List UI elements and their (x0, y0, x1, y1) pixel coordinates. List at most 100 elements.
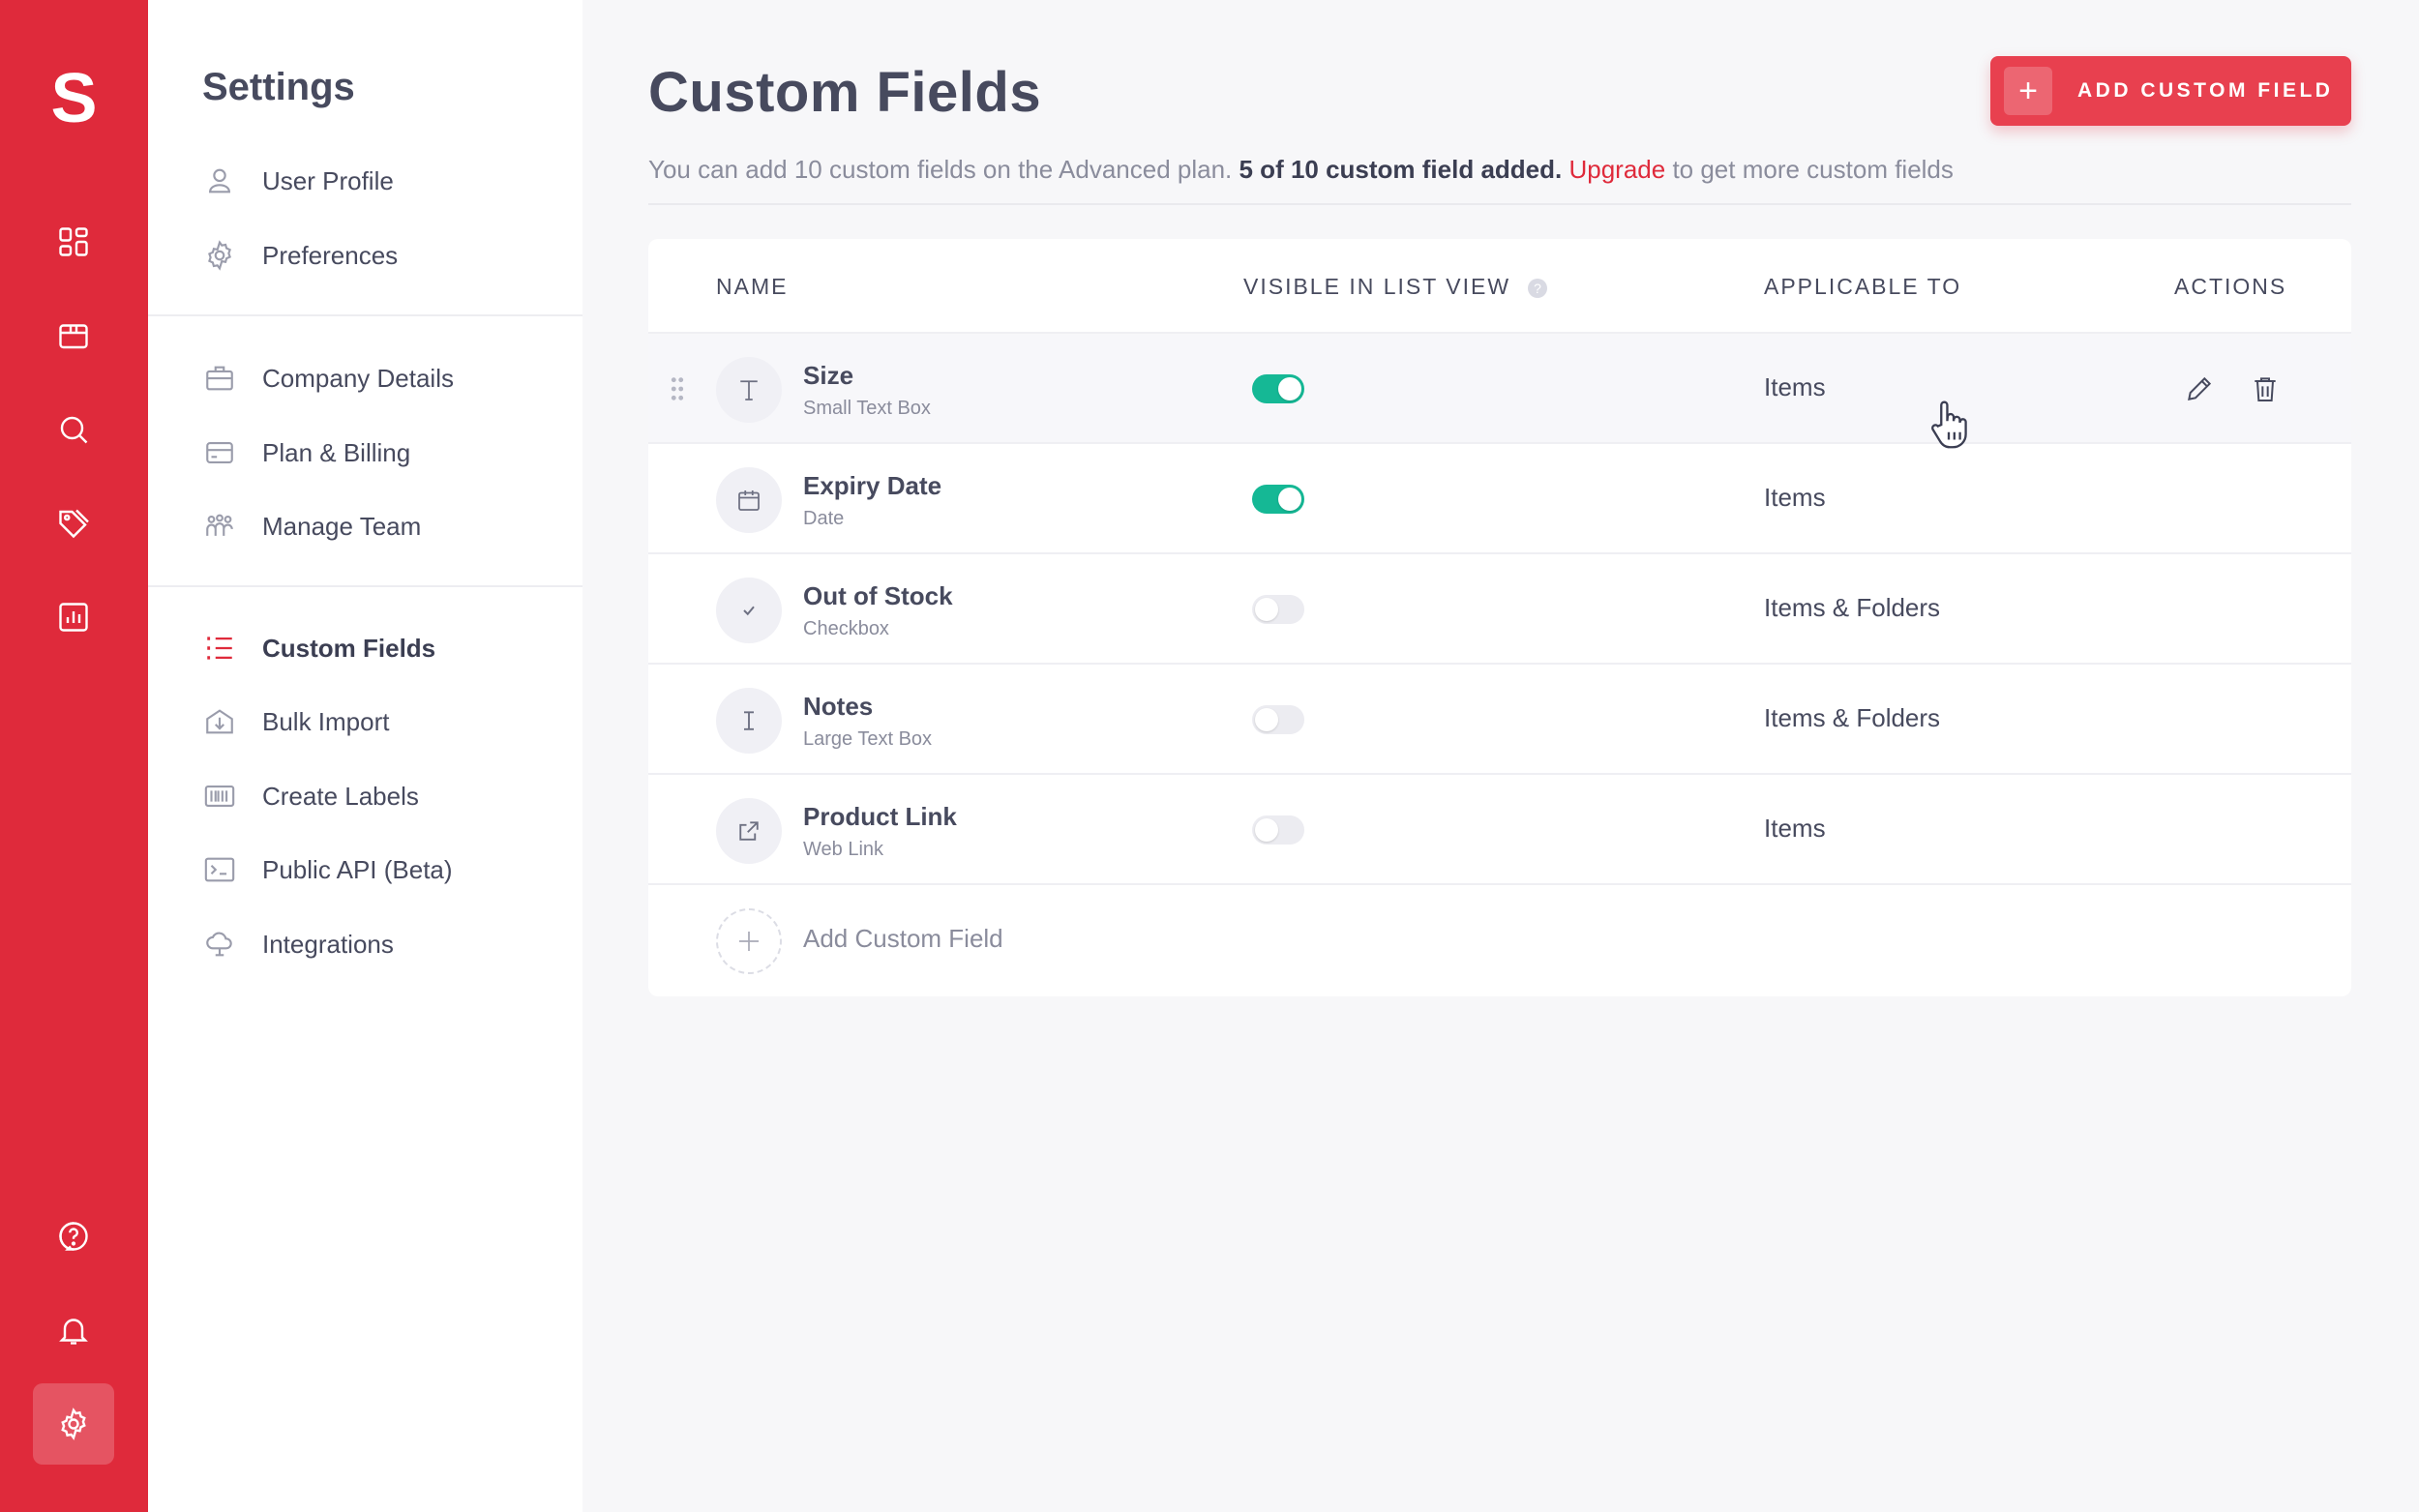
plus-icon: + (2004, 67, 2052, 115)
visible-toggle[interactable] (1252, 595, 1304, 624)
search-icon (60, 416, 88, 444)
field-type: Web Link (803, 839, 884, 860)
table-row[interactable]: Notes Large Text Box Items & Folders (648, 663, 2351, 773)
user-icon (202, 163, 237, 198)
rail-reports[interactable] (33, 577, 114, 658)
field-name: Size (803, 361, 854, 390)
box-icon (59, 324, 88, 349)
rail-dashboard[interactable] (33, 201, 114, 282)
applicable-to: Items (1764, 814, 1826, 843)
menu-user-profile[interactable]: User Profile (202, 154, 570, 208)
field-name: Out of Stock (803, 581, 953, 610)
visible-toggle[interactable] (1252, 815, 1304, 845)
visible-toggle[interactable] (1252, 705, 1304, 734)
applicable-to: Items & Folders (1764, 703, 1941, 732)
table-row[interactable]: Out of Stock Checkbox Items & Folders (648, 552, 2351, 663)
reports-icon (59, 603, 88, 632)
settings-panel: Settings User Profile Preferences (148, 0, 582, 1512)
drag-handle-icon[interactable] (670, 376, 685, 401)
table-row[interactable]: Product Link Web Link Items (648, 773, 2351, 883)
rail-help[interactable] (33, 1196, 114, 1277)
menu-create-labels[interactable]: Create Labels (202, 769, 570, 823)
tags-icon (59, 509, 89, 539)
settings-title: Settings (202, 66, 355, 108)
field-type: Small Text Box (803, 398, 931, 419)
pencil-icon (2188, 376, 2212, 400)
hand-cursor-icon (1931, 400, 1967, 449)
delete-button[interactable] (2243, 367, 2287, 411)
menu-preferences[interactable]: Preferences (202, 228, 570, 282)
menu-integrations[interactable]: Integrations (202, 917, 570, 971)
edit-button[interactable] (2177, 367, 2222, 411)
upgrade-link[interactable]: Upgrade (1568, 155, 1666, 184)
field-name: Product Link (803, 802, 957, 831)
plan-info-suffix: to get more custom fields (1672, 155, 1954, 184)
question-icon[interactable]: ? (1528, 278, 1548, 298)
menu-bulk-import[interactable]: Bulk Import (202, 695, 570, 749)
rail-inventory[interactable] (33, 295, 114, 376)
settings-divider (148, 585, 582, 587)
rail-settings[interactable] (33, 1383, 114, 1465)
menu-custom-fields[interactable]: Custom Fields (202, 621, 570, 675)
app-logo[interactable]: S (50, 60, 98, 137)
app-rail: S (0, 0, 148, 1512)
menu-label: Public API (Beta) (262, 854, 453, 884)
menu-manage-team[interactable]: Manage Team (202, 499, 570, 553)
text-icon (716, 357, 782, 423)
header-divider (648, 203, 2351, 205)
rail-search[interactable] (33, 389, 114, 470)
menu-public-api[interactable]: Public API (Beta) (202, 843, 570, 897)
toggle-knob (1278, 488, 1301, 511)
gear-icon (61, 1408, 86, 1440)
menu-label: Preferences (262, 240, 399, 270)
menu-label: Bulk Import (262, 706, 390, 736)
menu-label: Company Details (262, 363, 454, 393)
gear-icon (202, 238, 237, 273)
menu-label: Manage Team (262, 511, 422, 541)
table-row[interactable]: Expiry Date Date Items (648, 442, 2351, 552)
toggle-knob (1255, 708, 1278, 731)
menu-label: Integrations (262, 929, 394, 959)
applicable-to: Items (1764, 483, 1826, 512)
plan-info: You can add 10 custom fields on the Adva… (648, 155, 1954, 185)
external-link-icon (716, 798, 782, 864)
field-type: Date (803, 508, 845, 529)
bell-icon (59, 1319, 88, 1345)
check-icon (716, 578, 782, 643)
import-icon (202, 704, 237, 739)
visible-toggle[interactable] (1252, 485, 1304, 514)
field-name: Notes (803, 692, 874, 721)
rail-tags[interactable] (33, 483, 114, 564)
dashboard-icon (59, 227, 88, 256)
toggle-knob (1255, 818, 1278, 842)
help-icon (59, 1222, 88, 1251)
terminal-icon (202, 852, 237, 887)
team-icon (202, 509, 237, 544)
menu-company-details[interactable]: Company Details (202, 351, 570, 405)
header-actions: ACTIONS (2174, 274, 2287, 299)
cloud-icon (202, 927, 237, 962)
barcode-icon (202, 779, 237, 814)
field-name: Expiry Date (803, 471, 942, 500)
header-visible-label: VISIBLE IN LIST VIEW (1243, 274, 1511, 299)
add-field-row[interactable]: Add Custom Field (648, 883, 2351, 993)
table-row[interactable]: Size Small Text Box Items (648, 332, 2351, 442)
field-type: Large Text Box (803, 728, 933, 750)
trash-icon (2255, 377, 2276, 401)
menu-label: User Profile (262, 165, 394, 195)
plus-icon (716, 908, 782, 974)
toggle-knob (1255, 598, 1278, 621)
applicable-to: Items & Folders (1764, 593, 1941, 622)
add-button-label: ADD CUSTOM FIELD (2077, 79, 2334, 102)
calendar-icon (716, 467, 782, 533)
rail-notifications[interactable] (33, 1290, 114, 1371)
text-cursor-icon (716, 688, 782, 754)
visible-toggle[interactable] (1252, 374, 1304, 403)
header-name: NAME (716, 274, 789, 299)
plan-usage: 5 of 10 custom field added. (1239, 155, 1563, 184)
menu-label: Plan & Billing (262, 437, 411, 467)
menu-plan-billing[interactable]: Plan & Billing (202, 426, 570, 480)
custom-fields-table: NAME VISIBLE IN LIST VIEW? APPLICABLE TO… (648, 239, 2351, 996)
applicable-to: Items (1764, 372, 1826, 401)
add-custom-field-button[interactable]: + ADD CUSTOM FIELD (1990, 56, 2351, 126)
